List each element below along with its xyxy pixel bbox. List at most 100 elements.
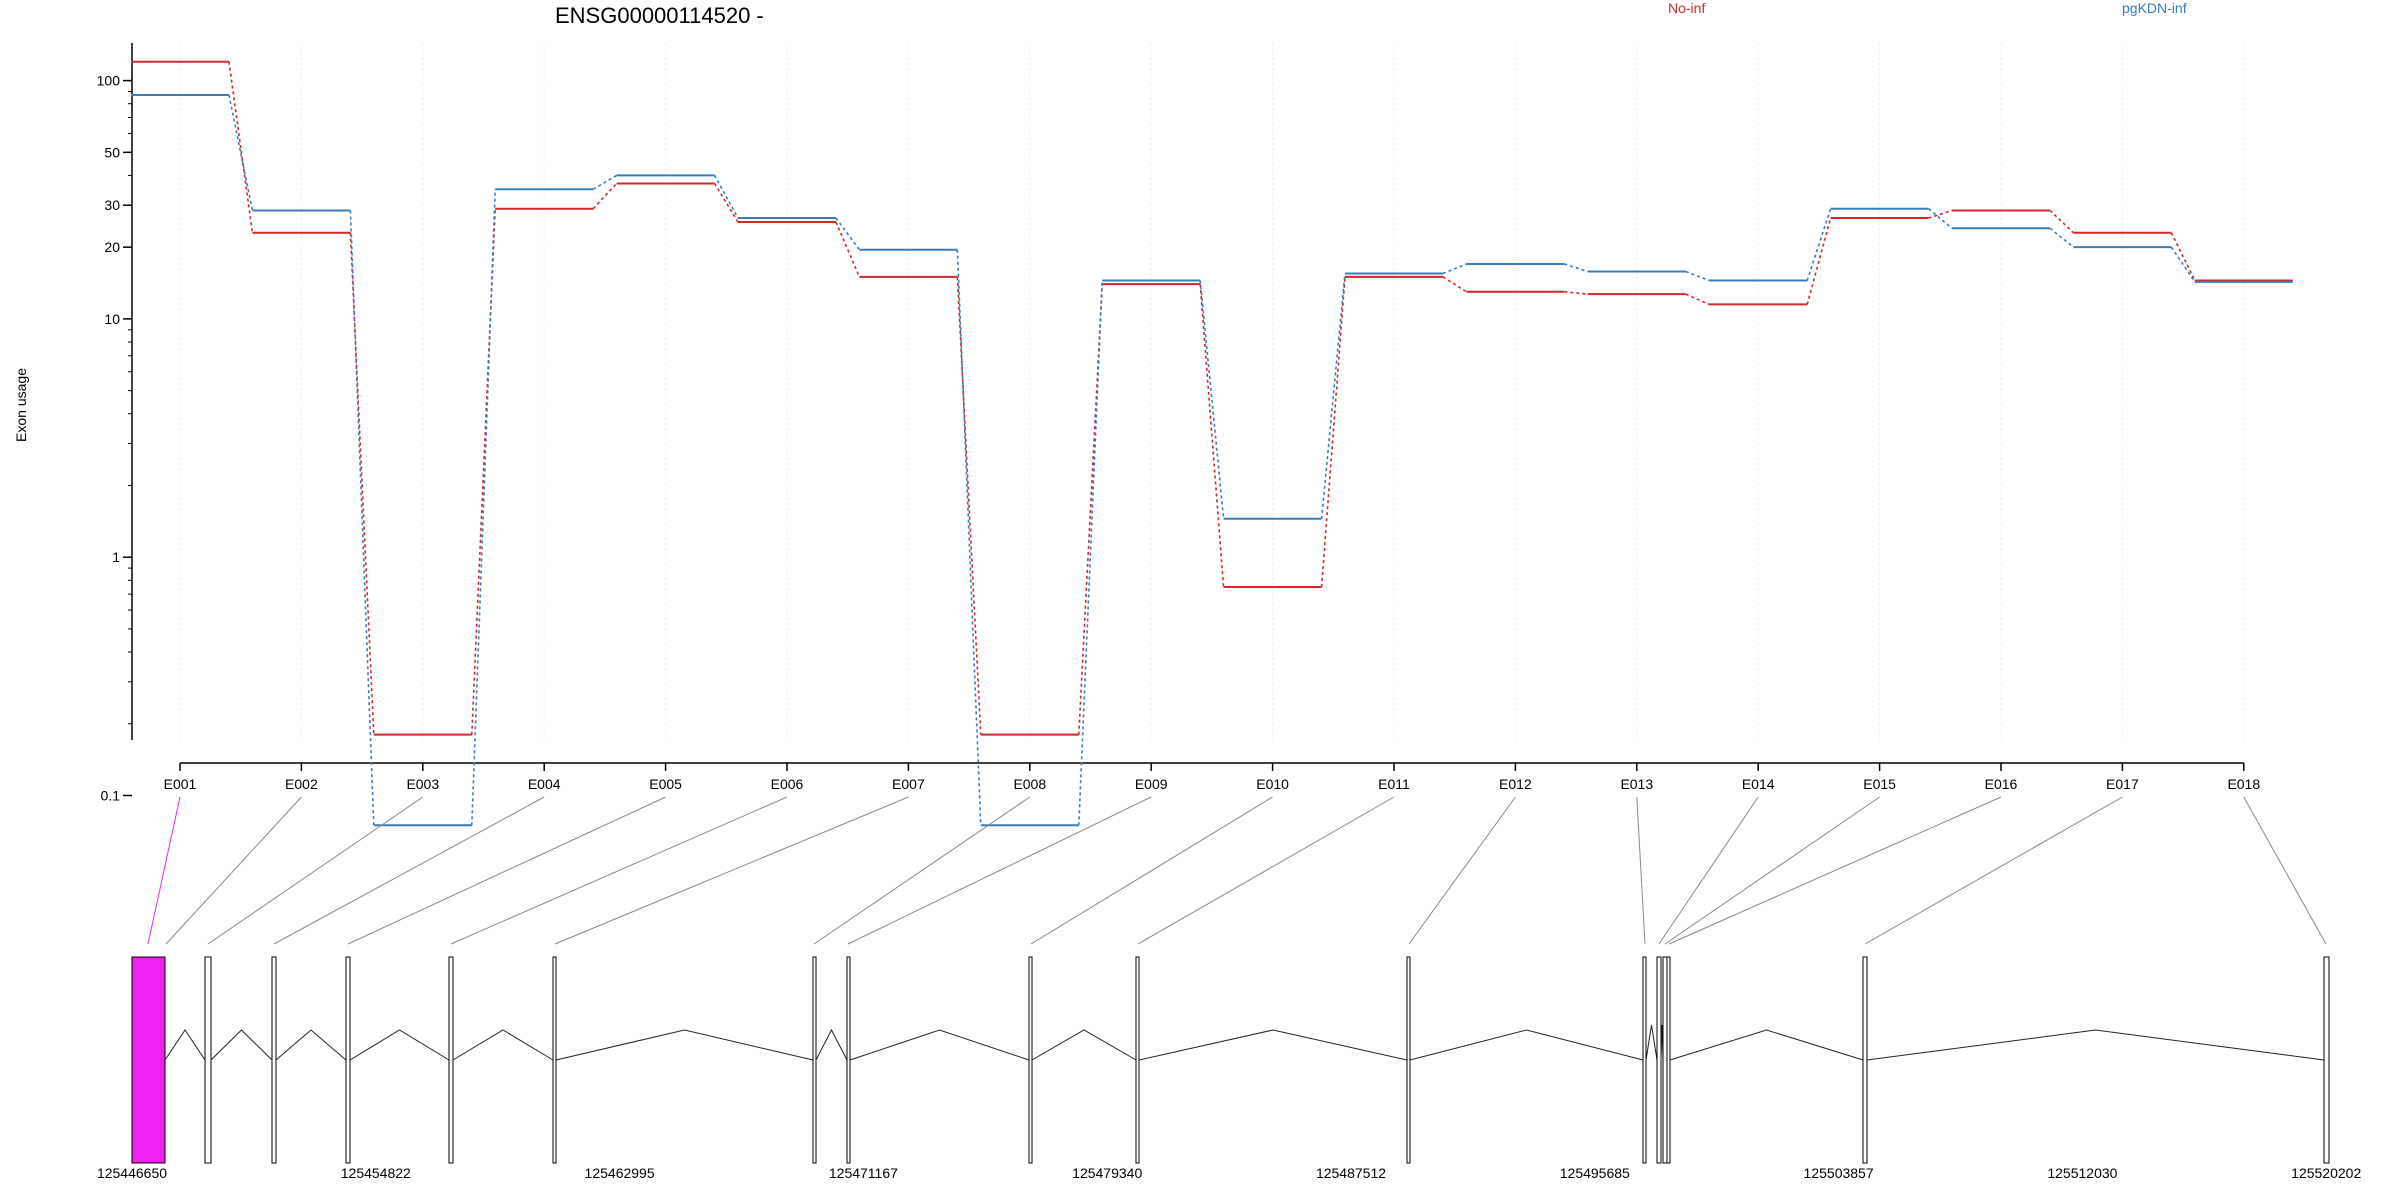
- exon-transition: [1442, 263, 1467, 275]
- intron-line: [452, 1029, 554, 1061]
- exon-transition: [713, 183, 739, 223]
- connector-line: [1658, 796, 1759, 945]
- x-tick-label: E016: [1985, 776, 2018, 792]
- exon-block: [2323, 956, 2330, 1164]
- connector-line: [554, 796, 909, 945]
- intron-line: [1645, 1024, 1658, 1061]
- y-tick-label: 50: [104, 144, 120, 160]
- connector-line: [165, 796, 302, 945]
- intron-line: [210, 1029, 273, 1061]
- y-tick-label: 10: [104, 311, 120, 327]
- x-tick-label: E010: [1256, 776, 1289, 792]
- y-tick-label: 30: [104, 197, 120, 213]
- connector-line: [813, 796, 1031, 945]
- y-tick-label: 100: [97, 73, 121, 89]
- exon-transition: [1320, 273, 1346, 519]
- y-tick-label: 1: [112, 549, 120, 565]
- intron-line: [1669, 1029, 1864, 1061]
- x-axis: E001 E002 E003 E004 E005 E006 E007 E008 E009 E010…: [164, 762, 2260, 792]
- x-tick-label: E017: [2106, 776, 2139, 792]
- intron-line: [849, 1029, 1030, 1061]
- exon-transition: [2049, 227, 2074, 248]
- exon-transition: [1199, 280, 1225, 519]
- exon-block: [1662, 956, 1668, 1164]
- coordinate-label: 125471167: [829, 1165, 898, 1181]
- exon-block: [345, 956, 351, 1164]
- exon-block: [812, 956, 817, 1164]
- intron-line: [349, 1029, 450, 1061]
- connector-line: [2243, 796, 2327, 945]
- exon-block: [1028, 956, 1033, 1164]
- exon-transition: [2170, 246, 2196, 283]
- exon-transition: [1078, 280, 1103, 826]
- exon-block: [1656, 956, 1662, 1164]
- grid-lines: [179, 43, 2245, 740]
- connector-line: [1664, 796, 1880, 945]
- legend-entry-pgkdn-inf: pgKDN-inf: [2122, 0, 2187, 16]
- connector-line: [1030, 796, 1273, 945]
- exon-transition: [2049, 209, 2074, 234]
- coordinate-label: 125479340: [1072, 1165, 1142, 1181]
- exon-transition: [835, 221, 861, 278]
- intron-line: [1031, 1029, 1137, 1061]
- exon-block: [846, 956, 851, 1164]
- exon-transition: [1928, 209, 1953, 219]
- x-tick-label: E004: [528, 776, 561, 792]
- y-axis-label: Exon usage: [13, 368, 29, 442]
- connector-highlighted: [147, 796, 181, 945]
- exon-transition: [1442, 276, 1467, 293]
- x-tick-label: E018: [2227, 776, 2260, 792]
- exon-transition: [592, 174, 618, 190]
- coordinate-label: 125487512: [1316, 1165, 1386, 1181]
- series-lines: [131, 60, 2293, 827]
- legend-entry-no-inf: No-inf: [1668, 0, 1705, 16]
- connector-line: [207, 796, 424, 945]
- coordinate-label: 125446650: [97, 1165, 167, 1181]
- connector-line: [1137, 796, 1395, 945]
- connector-line: [1864, 796, 2123, 945]
- exon-transition: [713, 175, 739, 219]
- x-tick-label: E009: [1135, 776, 1168, 792]
- exon-transition: [592, 182, 618, 210]
- highlighted-exon-block: [131, 956, 166, 1164]
- intron-line: [555, 1029, 814, 1061]
- intron-line: [164, 1029, 206, 1061]
- exon-transition: [228, 94, 254, 211]
- x-tick-label: E007: [892, 776, 925, 792]
- connector-line: [1636, 796, 1646, 945]
- exon-transition: [956, 276, 982, 735]
- exon-block: [1666, 956, 1671, 1164]
- x-tick-label: E002: [285, 776, 318, 792]
- connector-line: [1408, 796, 1516, 945]
- coordinate-label: 125520202: [2291, 1165, 2361, 1181]
- coordinate-label: 125512030: [2047, 1165, 2117, 1181]
- intron-line: [815, 1028, 848, 1061]
- intron-line: [1138, 1029, 1408, 1061]
- coordinate-label: 125462995: [585, 1165, 655, 1181]
- intron-line: [275, 1029, 347, 1061]
- exon-transition: [1806, 208, 1832, 281]
- exon-block: [1642, 956, 1647, 1164]
- y-axis: 0.1 1 10 20 30 50 100: [97, 43, 133, 804]
- exon-block: [552, 956, 557, 1164]
- exon-transition: [1928, 208, 1953, 229]
- exon-transition: [2170, 232, 2196, 281]
- x-tick-label: E011: [1378, 776, 1410, 792]
- x-tick-label: E015: [1863, 776, 1896, 792]
- exon-transition: [835, 217, 861, 251]
- exon-transition: [1685, 270, 1710, 282]
- exon-transition: [228, 61, 254, 233]
- exon-block: [271, 956, 277, 1164]
- exon-transition: [471, 189, 496, 826]
- coordinate-label: 125495685: [1560, 1165, 1630, 1181]
- x-tick-label: E001: [164, 776, 197, 792]
- coordinate-label: 125503857: [1804, 1165, 1874, 1181]
- exon-transition: [471, 208, 496, 735]
- intron-line: [1409, 1029, 1644, 1061]
- x-tick-label: E003: [406, 776, 439, 792]
- exon-block: [1406, 956, 1411, 1164]
- x-tick-label: E006: [771, 776, 804, 792]
- x-tick-label: E012: [1499, 776, 1532, 792]
- y-tick-label: 0.1: [101, 788, 121, 804]
- gene-model: [131, 956, 2330, 1164]
